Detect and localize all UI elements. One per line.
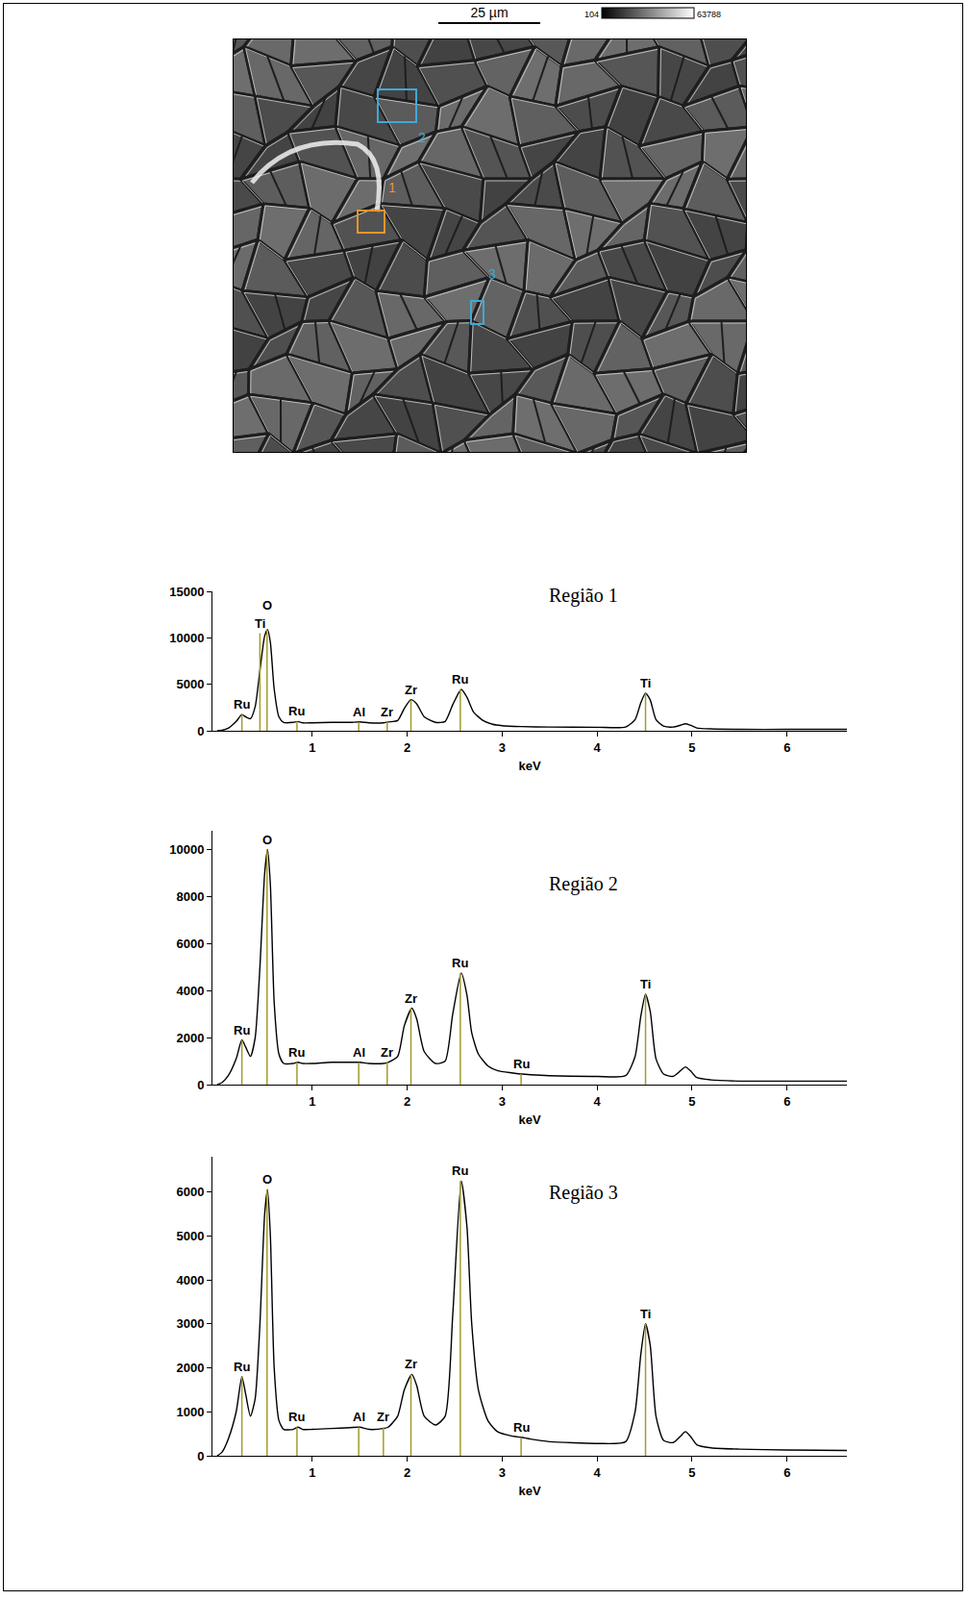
svg-text:63788: 63788 xyxy=(696,9,721,20)
svg-text:Zr: Zr xyxy=(404,1356,418,1371)
svg-text:10000: 10000 xyxy=(169,842,204,857)
svg-text:6: 6 xyxy=(783,1093,791,1109)
svg-text:3: 3 xyxy=(488,266,497,282)
svg-text:O: O xyxy=(262,832,273,847)
svg-text:2000: 2000 xyxy=(175,1360,204,1375)
svg-text:Ru: Ru xyxy=(451,1163,469,1178)
svg-text:Ru: Ru xyxy=(288,703,305,719)
svg-text:3: 3 xyxy=(498,1093,506,1109)
svg-text:Região 3: Região 3 xyxy=(548,1181,619,1204)
svg-text:keV: keV xyxy=(518,1112,541,1127)
svg-text:25 µm: 25 µm xyxy=(470,4,508,21)
svg-text:Ru: Ru xyxy=(513,1056,530,1071)
svg-text:Ti: Ti xyxy=(254,616,266,631)
svg-text:1: 1 xyxy=(388,179,397,196)
svg-text:0: 0 xyxy=(197,1448,204,1464)
svg-text:O: O xyxy=(262,597,273,613)
svg-text:Ti: Ti xyxy=(640,1306,651,1321)
svg-text:1: 1 xyxy=(308,1093,316,1109)
svg-text:0: 0 xyxy=(197,1077,204,1093)
svg-text:1: 1 xyxy=(308,1464,316,1480)
svg-text:3: 3 xyxy=(498,740,506,755)
svg-text:4: 4 xyxy=(594,1464,602,1480)
svg-text:2: 2 xyxy=(403,1093,411,1109)
svg-text:3000: 3000 xyxy=(175,1315,204,1331)
svg-text:Ti: Ti xyxy=(640,675,651,691)
svg-text:keV: keV xyxy=(518,758,541,773)
svg-text:104: 104 xyxy=(584,9,599,20)
svg-text:6000: 6000 xyxy=(175,936,204,951)
svg-text:Ru: Ru xyxy=(513,1419,530,1435)
svg-text:5000: 5000 xyxy=(175,1228,204,1243)
svg-text:3: 3 xyxy=(498,1464,506,1480)
svg-text:1000: 1000 xyxy=(175,1404,204,1419)
svg-text:O: O xyxy=(262,1171,273,1187)
svg-text:Ru: Ru xyxy=(233,1359,250,1374)
svg-text:5: 5 xyxy=(688,740,695,755)
svg-text:6: 6 xyxy=(783,1464,791,1480)
svg-text:Região 2: Região 2 xyxy=(548,872,619,895)
svg-text:6000: 6000 xyxy=(175,1184,204,1199)
svg-text:2: 2 xyxy=(418,129,426,146)
svg-text:0: 0 xyxy=(197,723,204,739)
svg-text:1: 1 xyxy=(308,740,316,755)
svg-text:8000: 8000 xyxy=(175,889,204,904)
svg-text:Zr: Zr xyxy=(404,991,418,1006)
svg-text:Al: Al xyxy=(352,704,366,720)
svg-text:Ru: Ru xyxy=(451,671,469,687)
svg-text:10000: 10000 xyxy=(169,630,204,646)
svg-text:4000: 4000 xyxy=(175,1272,204,1288)
svg-text:Zr: Zr xyxy=(380,1044,394,1060)
svg-text:Al: Al xyxy=(352,1409,366,1424)
svg-text:keV: keV xyxy=(518,1483,541,1498)
svg-text:Ru: Ru xyxy=(288,1409,305,1424)
svg-text:2: 2 xyxy=(403,1464,411,1480)
svg-text:5: 5 xyxy=(688,1093,695,1109)
svg-text:Al: Al xyxy=(352,1044,366,1060)
svg-text:Zr: Zr xyxy=(380,704,394,720)
svg-text:Zr: Zr xyxy=(376,1409,390,1424)
svg-text:Região 1: Região 1 xyxy=(548,584,619,607)
svg-text:5000: 5000 xyxy=(175,676,204,692)
svg-text:Ru: Ru xyxy=(288,1044,305,1060)
svg-text:Ru: Ru xyxy=(233,1022,250,1038)
svg-text:5: 5 xyxy=(688,1464,695,1480)
svg-text:15000: 15000 xyxy=(169,584,204,599)
svg-text:Ti: Ti xyxy=(640,976,651,992)
svg-text:Ru: Ru xyxy=(451,955,469,970)
svg-text:Ru: Ru xyxy=(233,696,250,712)
svg-text:4: 4 xyxy=(594,740,602,755)
svg-text:Zr: Zr xyxy=(404,682,418,697)
svg-text:6: 6 xyxy=(783,740,791,755)
svg-text:2000: 2000 xyxy=(175,1030,204,1045)
svg-text:4000: 4000 xyxy=(175,983,204,998)
svg-text:4: 4 xyxy=(594,1093,602,1109)
svg-text:2: 2 xyxy=(403,740,411,755)
